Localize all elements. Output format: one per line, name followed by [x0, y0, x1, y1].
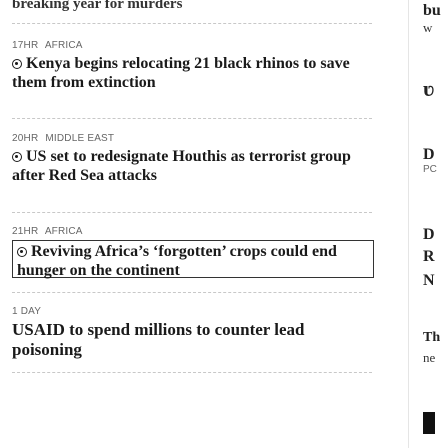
item-time: 21HR [12, 226, 39, 237]
item-region[interactable]: AFRICA [44, 40, 83, 51]
item-meta: 21HR AFRICA [12, 226, 372, 237]
live-indicator-icon [17, 247, 27, 257]
item-headline[interactable]: Kenya begins relocating 21 black rhinos … [12, 54, 372, 92]
live-indicator-icon [12, 59, 22, 69]
divider [12, 118, 372, 119]
divider [12, 212, 372, 213]
news-item[interactable]: 17HR AFRICA Kenya begins relocating 21 b… [12, 40, 372, 92]
divider [12, 23, 372, 24]
top-headline[interactable]: breaking year for murders [12, 0, 183, 12]
focused-headline-link[interactable]: Reviving Africa’s ‘forgotten’ crops coul… [12, 240, 374, 280]
item-headline[interactable]: US set to redesignate Houthis as terrori… [12, 147, 372, 185]
item-headline[interactable]: Reviving Africa’s ‘forgotten’ crops coul… [17, 242, 373, 280]
fragment-text: R [423, 248, 435, 265]
image-thumbnail-edge [423, 412, 435, 434]
item-meta: 17HR AFRICA [12, 40, 372, 51]
divider [12, 372, 372, 373]
fragment-text: bu [423, 2, 441, 19]
item-headline-text[interactable]: US set to redesignate Houthis as terrori… [12, 148, 351, 184]
item-region[interactable]: MIDDLE EAST [45, 133, 115, 144]
item-headline-text[interactable]: USAID to spend millions to counter lead … [12, 320, 305, 359]
item-meta: 20HR MIDDLE EAST [12, 133, 372, 144]
item-time: 1 DAY [12, 306, 42, 317]
item-time: 17HR [12, 40, 39, 51]
divider [12, 292, 372, 293]
news-item[interactable]: 1 DAY USAID to spend millions to counter… [12, 306, 372, 360]
cutoff-headline-mark: ʋ [423, 76, 435, 101]
fragment-text: ne [423, 350, 436, 365]
fragment-text: PC [423, 164, 437, 175]
fragment-text: Th [423, 330, 441, 345]
item-headline-text[interactable]: Reviving Africa’s ‘forgotten’ crops coul… [17, 243, 337, 279]
fragment-text: N [423, 272, 435, 289]
item-headline-text[interactable]: Kenya begins relocating 21 black rhinos … [12, 55, 350, 91]
news-item[interactable]: 21HR AFRICA [12, 226, 372, 237]
fragment-text: D [423, 226, 435, 243]
news-item[interactable]: 20HR MIDDLE EAST US set to redesignate H… [12, 133, 372, 185]
item-meta: 1 DAY [12, 306, 372, 317]
adjacent-column-cutoff: bu w ʋ D PC D R N Th ne [408, 0, 448, 448]
fragment-text: w [423, 20, 433, 35]
live-indicator-icon [12, 152, 22, 162]
item-region[interactable]: AFRICA [44, 226, 83, 237]
item-headline[interactable]: USAID to spend millions to counter lead … [12, 320, 372, 360]
fragment-text: D [423, 146, 435, 163]
item-time: 20HR [12, 133, 39, 144]
